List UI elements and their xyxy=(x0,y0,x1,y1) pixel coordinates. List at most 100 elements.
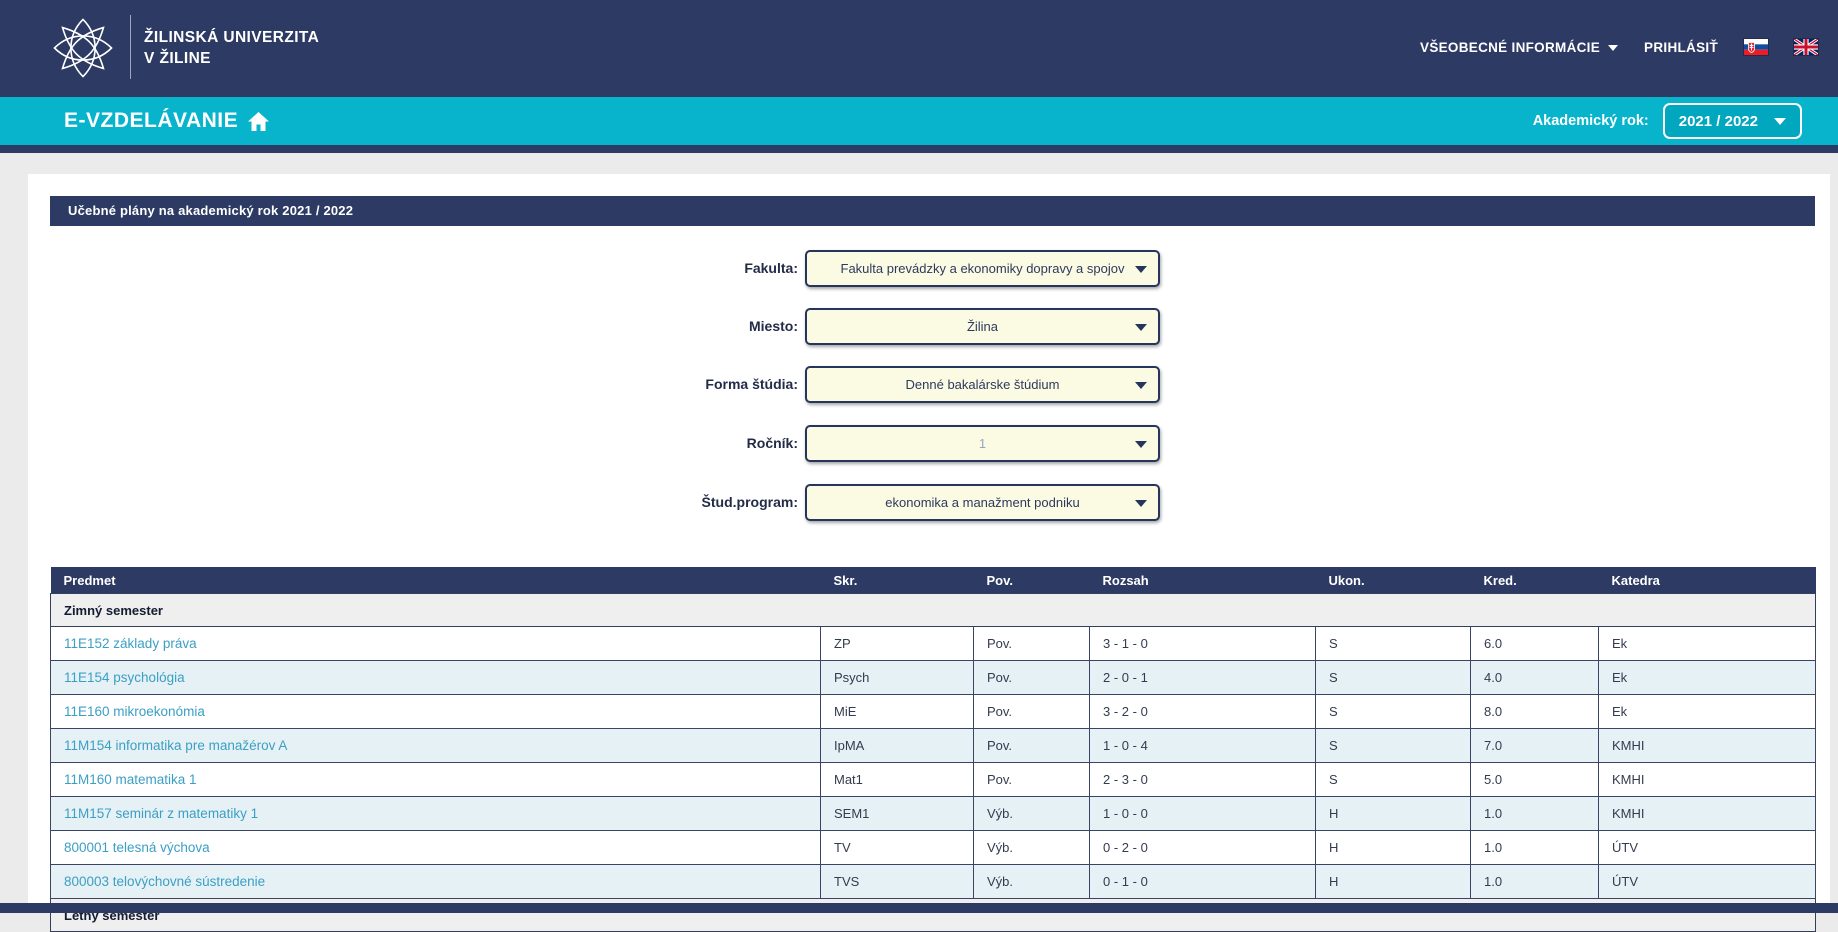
course-row: 11M160 matematika 1Mat1Pov.2 - 3 - 0S5.0… xyxy=(51,763,1816,797)
filter-row-rocnik: Ročník: 1 xyxy=(0,425,1200,462)
miesto-label: Miesto: xyxy=(0,308,798,345)
table-cell: 1.0 xyxy=(1471,797,1599,831)
predmet-cell: 11E160 mikroekonómia xyxy=(51,695,821,729)
table-cell: S xyxy=(1316,763,1471,797)
stud-program-label: Štud.program: xyxy=(0,484,798,521)
nav-login[interactable]: PRIHLÁSIŤ xyxy=(1644,40,1718,55)
predmet-cell: 11M160 matematika 1 xyxy=(51,763,821,797)
rocnik-select[interactable]: 1 xyxy=(805,425,1160,462)
table-cell: 3 - 2 - 0 xyxy=(1090,695,1316,729)
table-cell: 2 - 3 - 0 xyxy=(1090,763,1316,797)
academic-year-select[interactable]: 2021 / 2022 xyxy=(1663,103,1802,139)
table-cell: 1.0 xyxy=(1471,865,1599,899)
miesto-value: Žilina xyxy=(941,319,1024,334)
table-cell: ZP xyxy=(821,627,974,661)
academic-year-control: Akademický rok: 2021 / 2022 xyxy=(1533,97,1802,145)
uk-flag-icon[interactable] xyxy=(1794,39,1818,55)
course-row: 11M154 informatika pre manažérov AIpMAPo… xyxy=(51,729,1816,763)
chevron-down-icon xyxy=(1135,441,1147,448)
table-cell: Výb. xyxy=(974,831,1090,865)
table-cell: 7.0 xyxy=(1471,729,1599,763)
rocnik-value: 1 xyxy=(953,436,1012,451)
table-cell: 2 - 0 - 1 xyxy=(1090,661,1316,695)
table-cell: 6.0 xyxy=(1471,627,1599,661)
table-cell: S xyxy=(1316,695,1471,729)
chevron-down-icon xyxy=(1135,266,1147,273)
course-link[interactable]: 11E152 základy práva xyxy=(64,636,197,651)
course-table-body: Zimný semester11E152 základy právaZPPov.… xyxy=(51,594,1816,932)
course-link[interactable]: 11M154 informatika pre manažérov A xyxy=(64,738,287,753)
course-link[interactable]: 11E160 mikroekonómia xyxy=(64,704,205,719)
nav-login-label: PRIHLÁSIŤ xyxy=(1644,40,1718,55)
table-cell: S xyxy=(1316,627,1471,661)
table-cell: KMHI xyxy=(1599,797,1816,831)
table-header-cell: Kred. xyxy=(1471,567,1599,594)
course-row: 11E154 psychológiaPsychPov.2 - 0 - 1S4.0… xyxy=(51,661,1816,695)
chevron-down-icon xyxy=(1608,45,1618,51)
table-cell: Ek xyxy=(1599,695,1816,729)
academic-year-value: 2021 / 2022 xyxy=(1679,113,1758,130)
top-nav: VŠEOBECNÉ INFORMÁCIE PRIHLÁSIŤ xyxy=(1420,32,1818,62)
table-cell: Pov. xyxy=(974,627,1090,661)
fakulta-label: Fakulta: xyxy=(0,250,798,287)
filter-row-forma-studia: Forma štúdia: Denné bakalárske štúdium xyxy=(0,366,1200,403)
filter-row-miesto: Miesto: Žilina xyxy=(0,308,1200,345)
course-link[interactable]: 800001 telesná výchova xyxy=(64,840,210,855)
app-title-link[interactable]: E-VZDELÁVANIE xyxy=(64,97,269,145)
university-logo-icon xyxy=(52,10,114,86)
fakulta-value: Fakulta prevádzky a ekonomiky dopravy a … xyxy=(815,261,1151,276)
table-cell: Pov. xyxy=(974,661,1090,695)
forma-studia-select[interactable]: Denné bakalárske štúdium xyxy=(805,366,1160,403)
predmet-cell: 800001 telesná výchova xyxy=(51,831,821,865)
course-table: PredmetSkr.Pov.RozsahUkon.Kred.Katedra Z… xyxy=(50,567,1816,932)
course-link[interactable]: 11E154 psychológia xyxy=(64,670,185,685)
chevron-down-icon xyxy=(1135,324,1147,331)
university-logo[interactable] xyxy=(52,10,114,86)
table-cell: S xyxy=(1316,661,1471,695)
course-row: 11E160 mikroekonómiaMiEPov.3 - 2 - 0S8.0… xyxy=(51,695,1816,729)
table-cell: TVS xyxy=(821,865,974,899)
fakulta-select[interactable]: Fakulta prevádzky a ekonomiky dopravy a … xyxy=(805,250,1160,287)
slovak-flag-icon[interactable] xyxy=(1744,39,1768,55)
course-row: 800003 telovýchovné sústredenieTVSVýb.0 … xyxy=(51,865,1816,899)
predmet-cell: 11E152 základy práva xyxy=(51,627,821,661)
subheader-bar: E-VZDELÁVANIE Akademický rok: 2021 / 202… xyxy=(0,97,1838,145)
table-header-cell: Ukon. xyxy=(1316,567,1471,594)
nav-general-info-label: VŠEOBECNÉ INFORMÁCIE xyxy=(1420,40,1600,55)
nav-general-info[interactable]: VŠEOBECNÉ INFORMÁCIE xyxy=(1420,40,1618,55)
table-cell: Výb. xyxy=(974,797,1090,831)
table-cell: Ek xyxy=(1599,661,1816,695)
table-cell: 1.0 xyxy=(1471,831,1599,865)
table-cell: 5.0 xyxy=(1471,763,1599,797)
forma-studia-label: Forma štúdia: xyxy=(0,366,798,403)
miesto-select[interactable]: Žilina xyxy=(805,308,1160,345)
logo-divider xyxy=(130,15,131,79)
app-title: E-VZDELÁVANIE xyxy=(64,109,238,133)
header-bottom-strip xyxy=(0,145,1838,153)
table-header-cell: Skr. xyxy=(821,567,974,594)
predmet-cell: 11E154 psychológia xyxy=(51,661,821,695)
chevron-down-icon xyxy=(1135,382,1147,389)
table-cell: SEM1 xyxy=(821,797,974,831)
semester-section-label: Zimný semester xyxy=(51,594,1816,627)
table-cell: KMHI xyxy=(1599,729,1816,763)
table-cell: Ek xyxy=(1599,627,1816,661)
table-cell: KMHI xyxy=(1599,763,1816,797)
home-icon xyxy=(248,112,269,131)
semester-section-row: Zimný semester xyxy=(51,594,1816,627)
table-cell: Výb. xyxy=(974,865,1090,899)
table-cell: Pov. xyxy=(974,695,1090,729)
table-cell: Pov. xyxy=(974,763,1090,797)
predmet-cell: 11M154 informatika pre manažérov A xyxy=(51,729,821,763)
table-cell: ÚTV xyxy=(1599,865,1816,899)
predmet-cell: 800003 telovýchovné sústredenie xyxy=(51,865,821,899)
course-link[interactable]: 11M160 matematika 1 xyxy=(64,772,197,787)
course-link[interactable]: 11M157 seminár z matematiky 1 xyxy=(64,806,258,821)
forma-studia-value: Denné bakalárske štúdium xyxy=(880,377,1086,392)
table-cell: H xyxy=(1316,865,1471,899)
table-cell: 8.0 xyxy=(1471,695,1599,729)
footer-strip xyxy=(0,903,1838,913)
predmet-cell: 11M157 seminár z matematiky 1 xyxy=(51,797,821,831)
stud-program-select[interactable]: ekonomika a manažment podniku xyxy=(805,484,1160,521)
course-link[interactable]: 800003 telovýchovné sústredenie xyxy=(64,874,265,889)
